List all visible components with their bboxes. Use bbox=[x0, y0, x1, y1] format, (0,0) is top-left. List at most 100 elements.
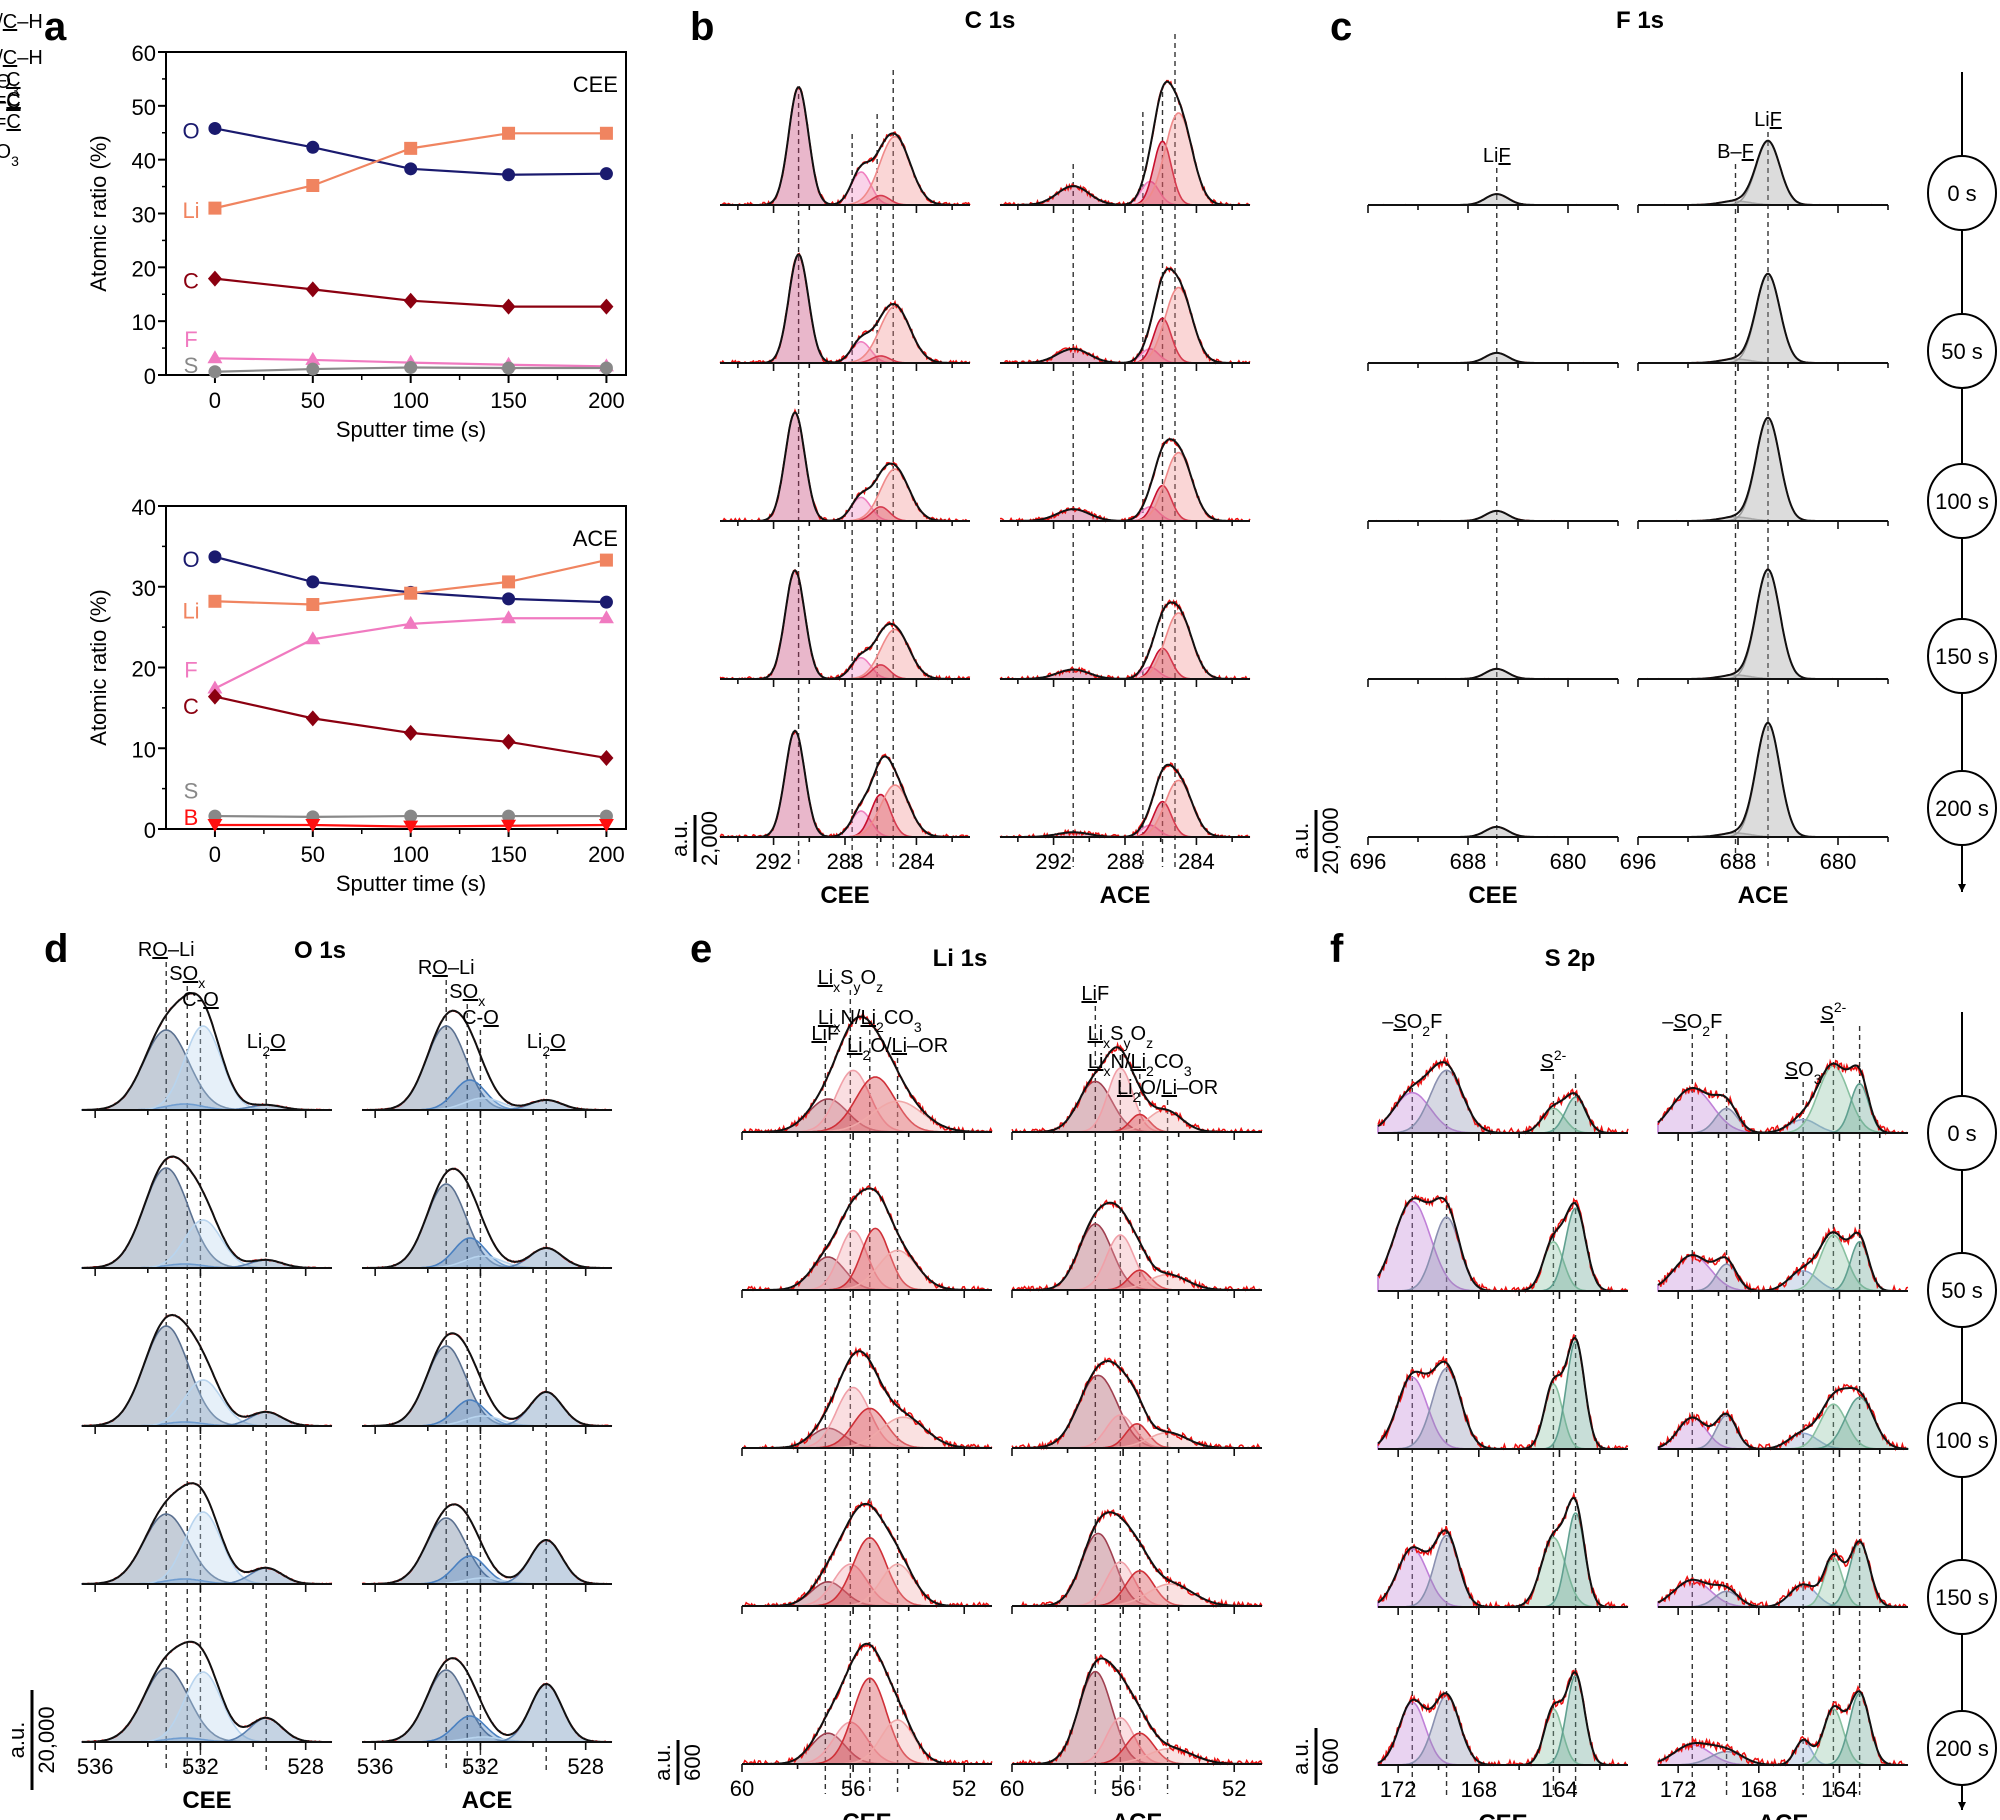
label-part: S bbox=[1393, 1011, 1406, 1033]
component-peak-1 bbox=[1638, 273, 1888, 364]
y-tick-label: 50 bbox=[132, 95, 156, 120]
label-part: Li bbox=[847, 1035, 863, 1057]
panel-label-d: d bbox=[44, 927, 68, 971]
series-label-C: C bbox=[183, 694, 199, 719]
panel-b-peak-label: C–C/C–H bbox=[0, 11, 43, 33]
x-tick-label: 150 bbox=[490, 388, 527, 413]
component-peak-1 bbox=[720, 810, 970, 838]
x-tick-label: 532 bbox=[462, 1754, 499, 1779]
label-part: F bbox=[1742, 141, 1754, 163]
label-part: x bbox=[1103, 1035, 1110, 1051]
component-peak-3 bbox=[1000, 112, 1250, 206]
label-part: O bbox=[0, 141, 11, 163]
label-part: x bbox=[1103, 1063, 1110, 1079]
spectrum-ace-1 bbox=[999, 265, 1251, 371]
raw-data-trace bbox=[999, 437, 1251, 523]
plot-frame bbox=[165, 505, 627, 830]
spectrum-cee-4 bbox=[719, 729, 970, 845]
label-part: O bbox=[0, 71, 11, 93]
label-part: O bbox=[483, 1007, 499, 1029]
raw-data-trace bbox=[719, 569, 971, 681]
x-tick-label: 50 bbox=[301, 388, 325, 413]
point-S bbox=[306, 362, 320, 376]
spectrum-cee-4 bbox=[81, 1640, 333, 1750]
point-Li bbox=[599, 553, 613, 567]
label-part: Li bbox=[811, 1023, 827, 1045]
scale-bar-value: 20,000 bbox=[34, 1706, 59, 1773]
point-Li bbox=[404, 141, 418, 155]
label-part: O bbox=[861, 967, 877, 989]
spectrum-cee-2 bbox=[81, 1313, 333, 1434]
label-part: –Li bbox=[168, 939, 195, 961]
label-part: B– bbox=[1717, 141, 1742, 163]
spectrum-cee-3 bbox=[719, 569, 971, 687]
fit-envelope bbox=[82, 1155, 332, 1269]
sample-label-ace: ACE bbox=[1100, 882, 1151, 909]
x-tick-label: 680 bbox=[1820, 849, 1857, 874]
panel-d-peak-label: Li2O bbox=[527, 1031, 566, 1059]
x-tick-label: 168 bbox=[1460, 1777, 1497, 1802]
component-peak-2 bbox=[742, 1677, 992, 1765]
label-part: S bbox=[1785, 1059, 1798, 1081]
spectrum-ace-1 bbox=[1011, 1199, 1262, 1298]
time-marker bbox=[1927, 155, 1997, 231]
scale-bar-value: 600 bbox=[680, 1744, 705, 1781]
fit-envelope bbox=[362, 1657, 612, 1743]
point-C bbox=[305, 281, 320, 298]
panel-d-peak-label: C-O bbox=[182, 989, 219, 1011]
spectrum-title: F 1s bbox=[1616, 7, 1664, 34]
panel-label-b: b bbox=[690, 5, 714, 49]
label-part: Li bbox=[891, 1035, 907, 1057]
label-part: O bbox=[550, 1031, 566, 1053]
point-F bbox=[501, 610, 517, 624]
label-part: F bbox=[1430, 1011, 1442, 1033]
spectrum-cee-2 bbox=[1377, 1334, 1629, 1457]
spectrum-cee-3 bbox=[1377, 1491, 1629, 1615]
spectrum-cee-4 bbox=[1377, 1669, 1628, 1773]
label-part: C bbox=[6, 69, 20, 91]
label-part: S bbox=[1673, 1011, 1686, 1033]
y-axis-label: Atomic ratio (%) bbox=[86, 589, 111, 745]
point-C bbox=[305, 710, 320, 727]
spectrum-cee-3 bbox=[1367, 667, 1619, 687]
fit-envelope bbox=[1012, 1657, 1262, 1765]
y-tick-label: 0 bbox=[144, 364, 156, 389]
label-part: x bbox=[833, 979, 840, 995]
component-peak-0 bbox=[720, 569, 970, 680]
label-part: Li bbox=[1088, 1051, 1104, 1073]
fit-envelope bbox=[720, 253, 970, 364]
scale-bar-value: 600 bbox=[1318, 1738, 1343, 1775]
spectrum-ace-3 bbox=[1011, 1508, 1263, 1614]
label-part: Li bbox=[1754, 109, 1770, 131]
point-S bbox=[599, 361, 613, 375]
label-part: S bbox=[1110, 1023, 1123, 1045]
label-part: 2- bbox=[1554, 1047, 1567, 1063]
spectrum-cee-1 bbox=[81, 1155, 332, 1276]
spectrum-cee-3 bbox=[81, 1482, 333, 1592]
panel-e-peak-label: LixN/Li2CO3 bbox=[1088, 1051, 1192, 1079]
spectrum-ace-0 bbox=[1657, 1058, 1909, 1141]
x-tick-label: 688 bbox=[1450, 849, 1487, 874]
component-peak-0 bbox=[720, 86, 970, 206]
label-part: 2 bbox=[1146, 1063, 1154, 1079]
raw-data-trace bbox=[999, 265, 1251, 365]
panel-f-peak-label: S2- bbox=[1541, 1047, 1567, 1073]
spectrum-ace-2 bbox=[361, 1332, 613, 1434]
x-tick-label: 284 bbox=[1178, 849, 1215, 874]
panel-d-peak-label: RO–Li bbox=[418, 957, 475, 979]
time-marker-label: 100 s bbox=[1935, 1428, 1989, 1453]
spectrum-ace-4 bbox=[362, 1657, 613, 1750]
point-F bbox=[305, 631, 321, 645]
label-part: Li bbox=[247, 1031, 263, 1053]
sample-label-ace: ACE bbox=[1738, 882, 1789, 909]
spectrum-title: O 1s bbox=[294, 937, 346, 964]
spectrum-cee-1 bbox=[1367, 351, 1619, 371]
label-part: C- bbox=[182, 989, 203, 1011]
time-marker bbox=[1927, 618, 1997, 694]
spectrum-cee-1 bbox=[719, 252, 971, 371]
x-tick-label: 60 bbox=[730, 1776, 754, 1801]
label-part: –OR bbox=[907, 1035, 948, 1057]
series-label-Li: Li bbox=[182, 599, 199, 624]
